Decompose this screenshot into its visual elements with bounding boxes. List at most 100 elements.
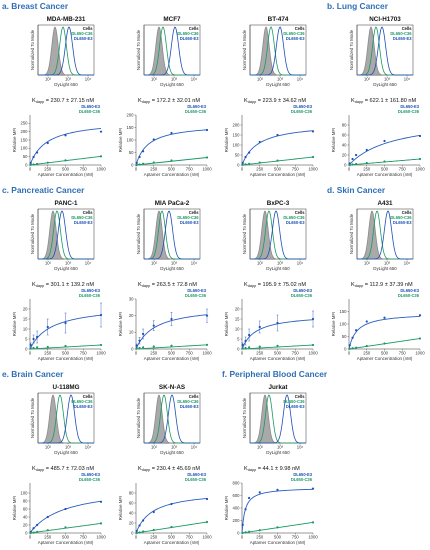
cell-line-title: U-118MG: [53, 384, 80, 391]
binding-legend-entry: DL650-C36: [79, 293, 101, 298]
fit-curve-c36: [135, 344, 208, 350]
hist-legend-entry: DL650-E3: [393, 36, 412, 41]
cell-line-title: BT-474: [268, 16, 289, 23]
panel-nci: NCI-H1703 10² 10³ 10⁴ DyLight 650 Normalized …: [331, 16, 425, 177]
hist-y-axis-label: Normalized To Mode: [242, 29, 247, 70]
data-point: [138, 524, 141, 527]
data-point: [244, 346, 247, 350]
hist-x-tick-label: 10²: [257, 77, 264, 82]
data-point: [135, 347, 138, 350]
binding-x-tick-label: 0: [348, 167, 351, 172]
data-point: [258, 161, 261, 164]
data-point: [355, 329, 358, 332]
hist-x-axis-label: DyLight 650: [266, 450, 290, 455]
binding-x-tick-label: 250: [44, 351, 52, 356]
kd-annotation: Kdapp = 44.1 ± 9.98 nM: [244, 466, 300, 472]
binding-x-tick-label: 0: [29, 167, 32, 172]
data-point: [351, 157, 354, 161]
binding-x-axis-label: Aptamer Concentration (nM): [250, 356, 306, 361]
hist-x-tick-label: 10³: [65, 77, 72, 82]
data-point: [311, 155, 315, 159]
hist-y-axis-label: Normalized To Mode: [136, 213, 141, 254]
data-point: [29, 343, 32, 347]
data-point: [244, 163, 247, 166]
hist-x-tick-label: 10³: [277, 261, 284, 266]
binding-x-tick-label: 250: [256, 167, 264, 172]
data-point: [205, 128, 209, 132]
binding-y-tick-label: 5: [25, 336, 28, 341]
binding-legend-entry: DL650-E3: [293, 288, 312, 293]
data-point: [64, 526, 67, 529]
hist-e3-peak: [250, 26, 306, 76]
data-point: [248, 346, 251, 349]
binding-y-tick-label: 60: [342, 132, 347, 137]
data-point: [152, 345, 155, 348]
hist-x-tick-label: 10⁴: [297, 445, 304, 450]
hist-y-axis-label: Normalized To Mode: [136, 29, 141, 70]
hist-legend-entry: DL650-E3: [74, 36, 93, 41]
binding-y-tick-label: 0: [25, 162, 28, 167]
data-point: [36, 530, 39, 533]
data-point: [64, 321, 67, 325]
binding-y-tick-label: 250: [21, 121, 29, 126]
binding-y-tick-label: 100: [21, 146, 29, 151]
data-point: [205, 497, 209, 501]
data-point: [46, 141, 49, 145]
binding-x-tick-label: 750: [399, 351, 407, 356]
hist-y-axis-label: Normalized To Mode: [136, 397, 141, 438]
panel-u118: U-118MG 10² 10³ 10⁴ DyLight 650 Normalized To…: [12, 384, 106, 545]
kd-annotation: Kdapp = 230.4 ± 45.69 nM: [138, 466, 200, 472]
data-point: [205, 343, 209, 346]
hist-e3-peak: [38, 210, 94, 260]
hist-e3-peak: [250, 394, 306, 444]
binding-x-tick-label: 250: [363, 167, 371, 172]
hist-legend-entry: DL650-C36: [283, 215, 305, 220]
binding-x-tick-label: 750: [399, 167, 407, 172]
hist-c36-peak: [250, 394, 306, 444]
data-point: [29, 163, 32, 166]
hist-legend-entry: DL650-C36: [390, 31, 412, 36]
binding-y-tick-label: 150: [233, 132, 241, 137]
binding-legend-entry: DL650-C36: [79, 477, 101, 482]
binding-x-tick-label: 1000: [202, 535, 212, 540]
data-point: [248, 151, 251, 154]
binding-y-tick-label: 20: [235, 306, 240, 311]
binding-x-tick-label: 500: [274, 167, 282, 172]
binding-y-tick-label: 0: [131, 162, 134, 167]
data-point: [383, 139, 386, 143]
binding-y-tick-label: 20: [23, 522, 28, 527]
data-point: [276, 133, 279, 137]
hist-legend-entry: DL650-C36: [71, 215, 93, 220]
hist-x-tick-label: 10³: [65, 261, 72, 266]
data-point: [248, 162, 251, 165]
hist-legend-entry: DL650-E3: [393, 220, 412, 225]
binding-x-tick-label: 750: [80, 167, 88, 172]
binding-y-tick-label: 100: [233, 142, 241, 147]
binding-y-tick-label: 80: [342, 122, 347, 127]
data-point: [170, 502, 173, 506]
hist-x-tick-label: 10⁴: [85, 261, 92, 266]
data-point: [152, 528, 155, 532]
panel-panc: PANC-1 10² 10³ 10⁴ DyLight 650 Normalized To …: [12, 200, 106, 361]
data-point: [170, 159, 173, 162]
hist-x-tick-label: 10²: [45, 445, 52, 450]
binding-legend-entry: DL650-E3: [293, 472, 312, 477]
binding-legend-entry: DL650-E3: [187, 288, 206, 293]
cell-line-title: Jurkat: [269, 384, 289, 391]
data-point: [365, 148, 368, 152]
data-point: [170, 131, 173, 135]
binding-y-tick-label: 50: [342, 334, 347, 339]
data-point: [244, 155, 247, 159]
data-point: [142, 530, 145, 533]
binding-x-tick-label: 500: [168, 167, 176, 172]
binding-y-tick-label: 0: [237, 530, 240, 535]
data-point: [276, 321, 279, 325]
binding-y-axis-label: Relative MFI: [331, 312, 336, 337]
data-point: [276, 344, 279, 347]
data-point: [46, 529, 49, 532]
data-point: [170, 317, 173, 321]
hist-x-axis-label: DyLight 650: [266, 82, 290, 87]
binding-x-tick-label: 750: [292, 535, 300, 540]
binding-y-axis-label: Relative MFI: [224, 128, 229, 153]
binding-x-axis-label: Aptamer Concentration (nM): [144, 540, 200, 545]
